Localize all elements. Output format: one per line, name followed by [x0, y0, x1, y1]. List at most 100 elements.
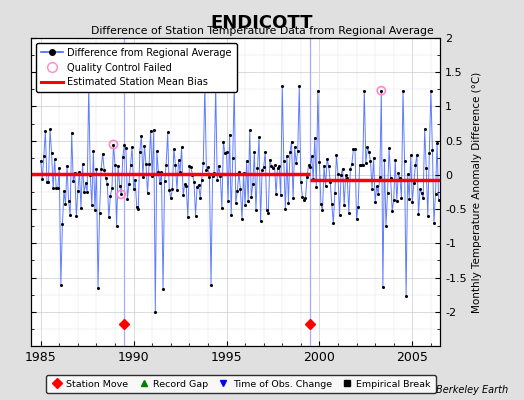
Point	[281, 206, 290, 212]
Point	[261, 149, 269, 156]
Point	[118, 154, 127, 160]
Point	[303, 174, 311, 180]
Point	[63, 163, 71, 169]
Point	[216, 173, 224, 179]
Point	[47, 150, 56, 156]
Point	[78, 161, 86, 167]
Point	[312, 184, 321, 190]
Point	[315, 158, 324, 165]
Point	[318, 207, 326, 214]
Point	[149, 127, 158, 133]
Point	[37, 158, 45, 164]
Point	[110, 141, 118, 148]
Point	[411, 162, 420, 168]
Point	[123, 196, 132, 202]
Point	[207, 282, 215, 288]
Point	[396, 175, 404, 182]
Point	[69, 178, 78, 184]
Point	[145, 161, 154, 168]
Point	[423, 213, 432, 219]
Point	[272, 191, 280, 198]
Point	[81, 180, 90, 186]
Point	[142, 161, 150, 168]
Point	[298, 193, 307, 200]
Point	[403, 171, 412, 178]
Point	[416, 186, 424, 192]
Point	[75, 168, 84, 175]
Point	[278, 83, 287, 89]
Point	[117, 191, 125, 198]
Legend: Difference from Regional Average, Quality Control Failed, Estimated Station Mean: Difference from Regional Average, Qualit…	[36, 43, 237, 92]
Point	[55, 165, 63, 171]
Point	[222, 149, 231, 155]
Point	[122, 145, 130, 151]
Point	[131, 177, 139, 184]
Point	[198, 176, 206, 183]
Point	[202, 167, 211, 173]
Point	[316, 201, 325, 208]
Point	[267, 163, 276, 170]
Point	[402, 293, 410, 299]
Point	[351, 146, 359, 152]
Point	[418, 190, 426, 196]
Point	[428, 147, 436, 153]
Point	[97, 166, 105, 172]
Point	[64, 198, 73, 204]
Point	[49, 185, 57, 192]
Point	[148, 173, 156, 179]
Point	[174, 157, 183, 163]
Point	[154, 169, 162, 176]
Point	[306, 164, 314, 170]
Point	[117, 191, 125, 198]
Point	[217, 205, 226, 212]
Point	[434, 197, 443, 203]
Point	[167, 195, 175, 201]
Point	[190, 178, 198, 185]
Point	[360, 88, 368, 94]
Point	[221, 150, 229, 156]
Point	[176, 169, 184, 175]
Point	[53, 185, 62, 192]
Point	[144, 190, 152, 197]
Point	[77, 205, 85, 211]
Point	[112, 222, 121, 229]
Point	[293, 148, 302, 154]
Point	[194, 182, 203, 188]
Point	[345, 209, 353, 216]
Point	[151, 308, 159, 315]
Point	[326, 178, 334, 185]
Point	[386, 175, 395, 181]
Point	[363, 144, 372, 150]
Point	[420, 126, 429, 132]
Point	[407, 152, 415, 158]
Point	[128, 144, 136, 150]
Point	[377, 88, 386, 94]
Point	[199, 160, 208, 166]
Point	[88, 202, 96, 208]
Point	[40, 153, 48, 160]
Point	[235, 169, 243, 175]
Point	[343, 175, 352, 181]
Point	[137, 133, 146, 139]
Point	[246, 127, 254, 134]
Point	[86, 172, 94, 178]
Point	[159, 286, 167, 292]
Point	[238, 216, 246, 223]
Point	[277, 192, 285, 199]
Point	[146, 128, 155, 134]
Point	[170, 145, 178, 152]
Point	[173, 187, 181, 193]
Point	[111, 162, 119, 168]
Point	[308, 153, 316, 159]
Point	[263, 207, 271, 214]
Point	[337, 172, 345, 178]
Point	[366, 158, 375, 164]
Point	[340, 202, 348, 208]
Point	[134, 206, 143, 212]
Point	[152, 148, 161, 154]
Point	[431, 190, 440, 197]
Point	[58, 221, 67, 228]
Point	[99, 150, 107, 157]
Point	[102, 175, 110, 182]
Point	[193, 184, 201, 190]
